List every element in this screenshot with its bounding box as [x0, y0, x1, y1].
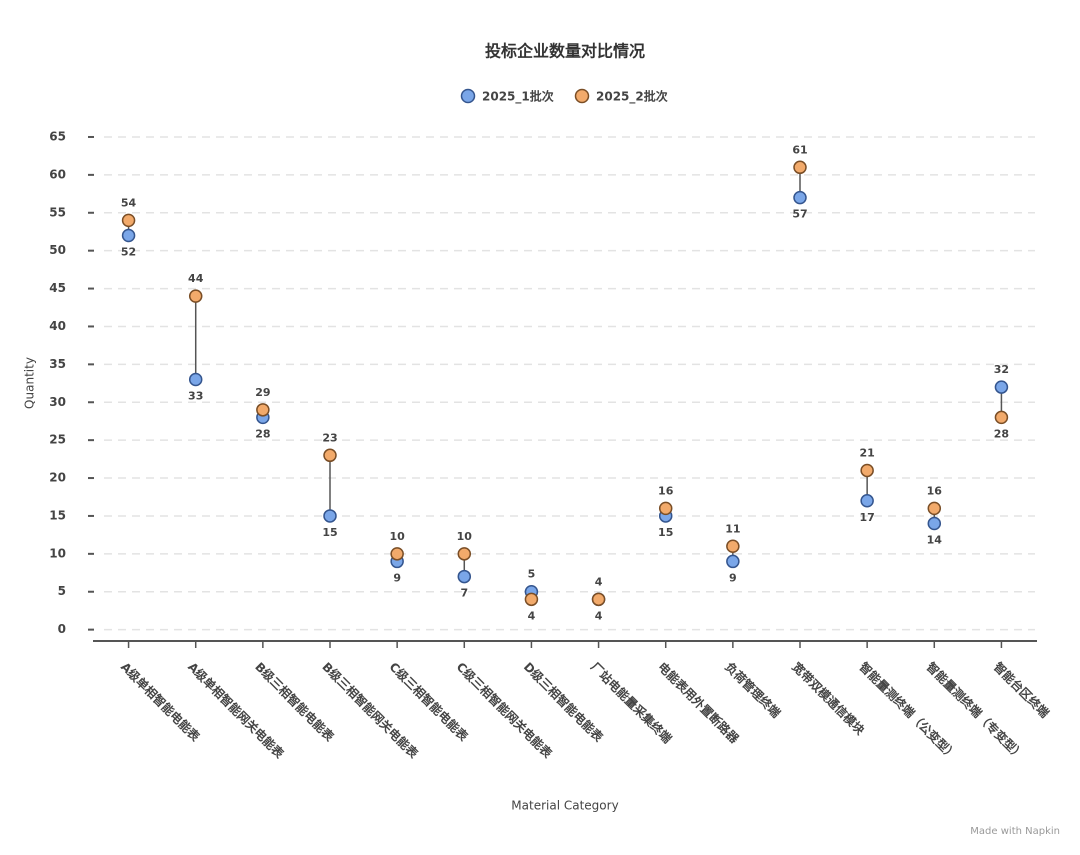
point — [256, 403, 270, 417]
point — [860, 494, 874, 508]
point — [524, 592, 539, 607]
y-tick-label: 25 — [49, 433, 66, 447]
value-label: 4 — [595, 575, 603, 588]
value-label: 33 — [188, 390, 203, 403]
point — [994, 380, 1009, 394]
value-label: 5 — [528, 568, 536, 581]
value-label: 9 — [393, 571, 401, 584]
y-tick-label: 35 — [49, 357, 66, 371]
y-tick-label: 60 — [49, 167, 66, 181]
value-label: 32 — [994, 363, 1009, 376]
point — [994, 410, 1009, 425]
value-label: 21 — [859, 446, 874, 459]
y-tick-label: 40 — [49, 319, 66, 333]
legend-marker — [460, 88, 476, 104]
point — [860, 463, 874, 478]
point — [793, 160, 807, 175]
value-label: 4 — [528, 609, 536, 622]
point — [121, 228, 136, 243]
value-label: 16 — [927, 484, 943, 497]
value-label: 28 — [255, 427, 270, 440]
value-label: 10 — [457, 530, 473, 543]
watermark: Made with Napkin — [970, 826, 1060, 837]
y-tick-label: 50 — [49, 243, 66, 257]
point — [591, 592, 606, 607]
point — [927, 501, 942, 516]
y-tick-label: 15 — [49, 508, 66, 522]
value-label: 15 — [322, 526, 337, 539]
value-label: 4 — [595, 609, 603, 622]
point — [390, 547, 404, 561]
legend-label: 2025_1批次 — [482, 89, 554, 105]
point — [658, 501, 673, 516]
value-label: 7 — [460, 587, 468, 600]
value-label: 16 — [658, 484, 674, 497]
point — [726, 554, 740, 569]
y-tick-label: 55 — [49, 205, 66, 219]
x-tick-label: 智能台区终端 — [990, 658, 1052, 720]
value-label: 23 — [322, 431, 337, 444]
legend-label: 2025_2批次 — [596, 89, 668, 105]
value-label: 54 — [121, 196, 137, 209]
y-tick-label: 30 — [49, 395, 66, 409]
value-label: 15 — [658, 526, 673, 539]
value-label: 14 — [927, 534, 943, 547]
point — [457, 569, 472, 584]
value-label: 11 — [725, 522, 740, 535]
value-label: 9 — [729, 571, 737, 584]
point — [121, 213, 136, 228]
point — [323, 448, 337, 463]
y-tick-label: 45 — [49, 281, 66, 295]
point — [188, 289, 203, 303]
chart-title: 投标企业数量对比情况 — [485, 42, 645, 61]
y-tick-label: 5 — [58, 584, 66, 598]
value-label: 10 — [389, 530, 405, 543]
x-tick-label: 宽带双模通信模块 — [789, 658, 869, 738]
value-label: 57 — [792, 208, 807, 221]
x-tick-label: 负荷管理终端 — [722, 659, 784, 721]
y-axis-label: Quantity — [23, 357, 37, 409]
point — [323, 509, 337, 523]
y-tick-label: 20 — [49, 471, 66, 485]
y-tick-label: 65 — [49, 129, 66, 143]
point — [793, 190, 807, 205]
point — [457, 547, 472, 561]
value-label: 44 — [188, 272, 204, 285]
point — [188, 372, 203, 387]
legend-marker — [574, 88, 590, 104]
value-label: 29 — [255, 386, 270, 399]
point — [726, 539, 740, 554]
value-label: 17 — [859, 511, 874, 524]
value-label: 28 — [994, 427, 1009, 440]
x-axis-label: Material Category — [511, 799, 618, 813]
y-tick-label: 10 — [49, 546, 66, 560]
point — [927, 516, 942, 531]
value-label: 61 — [792, 143, 807, 156]
value-label: 52 — [121, 246, 136, 259]
y-tick-label: 0 — [58, 622, 66, 636]
